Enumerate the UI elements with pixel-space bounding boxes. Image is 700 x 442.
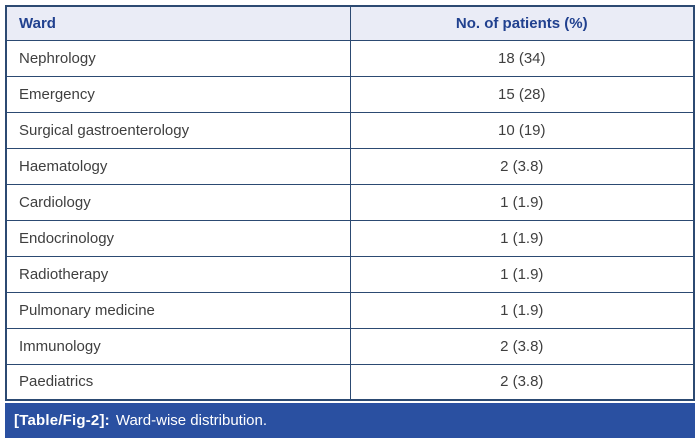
table-body: Nephrology 18 (34) Emergency 15 (28) Surgica… [5,39,695,401]
ward-cell: Paediatrics [5,363,351,401]
table-row: Paediatrics 2 (3.8) [5,363,695,401]
patients-cell: 10 (19) [349,111,695,149]
patients-cell: 2 (3.8) [349,147,695,185]
ward-distribution-table: Ward No. of patients (%) Nephrology 18 (3… [5,5,695,401]
ward-cell: Endocrinology [5,219,351,257]
table-row: Emergency 15 (28) [5,75,695,113]
ward-cell: Surgical gastroenterology [5,111,351,149]
header-row: Ward No. of patients (%) [5,5,695,41]
ward-cell: Emergency [5,75,351,113]
table-row: Pulmonary medicine 1 (1.9) [5,291,695,329]
ward-cell: Radiotherapy [5,255,351,293]
table-row: Haematology 2 (3.8) [5,147,695,185]
patients-cell: 1 (1.9) [349,183,695,221]
table-header: Ward No. of patients (%) [5,5,695,41]
patients-cell: 18 (34) [349,39,695,77]
ward-cell: Nephrology [5,39,351,77]
ward-cell: Immunology [5,327,351,365]
ward-cell: Haematology [5,147,351,185]
patients-cell: 1 (1.9) [349,255,695,293]
patients-cell: 1 (1.9) [349,219,695,257]
caption-tag: [Table/Fig-2]: [14,412,110,429]
patients-cell: 2 (3.8) [349,363,695,401]
table-row: Surgical gastroenterology 10 (19) [5,111,695,149]
table-row: Nephrology 18 (34) [5,39,695,77]
patients-cell: 15 (28) [349,75,695,113]
ward-cell: Pulmonary medicine [5,291,351,329]
patients-cell: 2 (3.8) [349,327,695,365]
ward-cell: Cardiology [5,183,351,221]
table-row: Immunology 2 (3.8) [5,327,695,365]
patients-cell: 1 (1.9) [349,291,695,329]
column-header-patients: No. of patients (%) [349,5,695,41]
caption-bar: [Table/Fig-2]: Ward-wise distribution. [5,403,695,438]
column-header-ward: Ward [5,5,351,41]
caption-text: Ward-wise distribution. [115,412,268,429]
table-row: Radiotherapy 1 (1.9) [5,255,695,293]
table-row: Cardiology 1 (1.9) [5,183,695,221]
table-row: Endocrinology 1 (1.9) [5,219,695,257]
